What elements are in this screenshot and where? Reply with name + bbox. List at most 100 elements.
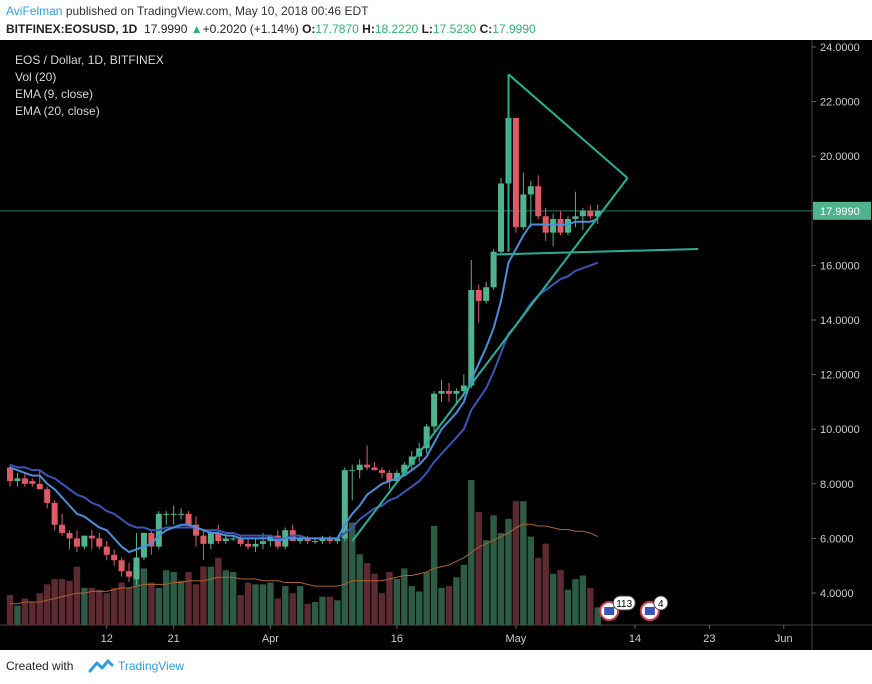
last-price-badge	[813, 201, 871, 220]
candle-body	[431, 393, 438, 427]
candle-body	[349, 470, 356, 472]
candle-body	[364, 464, 371, 468]
volume-bar	[460, 564, 468, 625]
trend-line-top	[507, 73, 629, 179]
candle-body	[230, 538, 237, 540]
volume-bar	[542, 543, 549, 625]
candle-body	[535, 186, 542, 217]
candle-body	[401, 464, 408, 473]
symbol-line: BITFINEX:EOSUSD, 1D 17.9990 ▲+0.2020 (+1…	[6, 22, 536, 36]
volume-bar	[423, 571, 430, 625]
volume-bar	[58, 579, 66, 625]
volume-bar	[572, 579, 579, 625]
candle-body	[44, 489, 51, 503]
candle-body	[490, 251, 497, 288]
volume-bar	[200, 566, 207, 625]
volume-bar	[386, 571, 393, 625]
high-label: H:	[362, 22, 375, 36]
volume-bar	[252, 584, 259, 625]
candle-body	[185, 513, 192, 525]
candle-body	[356, 464, 363, 471]
candle-body	[341, 470, 348, 539]
price-chart[interactable]: 24.000022.000020.000018.000016.000014.00…	[0, 40, 872, 650]
author-link[interactable]: AviFelman	[6, 4, 63, 18]
plot-background	[0, 40, 812, 625]
price-change: +0.2020 (+1.14%)	[202, 22, 299, 36]
volume-bar	[215, 557, 222, 625]
volume-bar	[497, 533, 505, 625]
price-tick-label: 6.0000	[820, 533, 854, 545]
volume-bar	[445, 586, 453, 625]
publish-line: AviFelman published on TradingView.com, …	[6, 4, 368, 18]
candle-body	[498, 183, 505, 252]
volume-bar	[416, 591, 423, 625]
candle-body	[259, 541, 266, 544]
price-tick-label: 20.0000	[820, 151, 860, 163]
candle-body	[371, 467, 378, 471]
candle-body	[565, 218, 571, 233]
volume-bar	[401, 568, 408, 625]
candle-body	[7, 467, 13, 482]
candle-body	[326, 538, 333, 542]
tradingview-brand[interactable]: TradingView	[118, 659, 185, 673]
volume-bar	[475, 511, 482, 625]
time-tick-label: 14	[629, 633, 641, 645]
candle-body	[59, 524, 66, 533]
chart-header: AviFelman published on TradingView.com, …	[0, 0, 872, 40]
volume-bar	[192, 584, 200, 625]
chart-area[interactable]: 24.000022.000020.000018.000016.000014.00…	[0, 40, 872, 650]
event-flag-field	[604, 607, 615, 615]
volume-bar	[453, 577, 460, 625]
support-line	[493, 248, 699, 256]
candle-body	[304, 538, 311, 542]
volume-bar	[14, 605, 21, 625]
volume-bar	[430, 525, 438, 625]
volume-bar	[527, 536, 534, 625]
candle-body	[520, 194, 527, 228]
candle-body	[423, 426, 430, 449]
time-tick-label: Apr	[262, 633, 279, 645]
legend-vol[interactable]: Vol (20)	[15, 70, 57, 84]
volume-bar	[334, 600, 341, 625]
candle-body	[140, 532, 147, 558]
candle-body	[438, 390, 445, 394]
candle-body	[483, 287, 490, 301]
candle-body	[475, 289, 482, 301]
candle-body	[386, 472, 393, 482]
volume-bar	[207, 566, 215, 625]
candle-body	[126, 571, 133, 577]
volume-bar	[341, 536, 348, 625]
volume-bar	[66, 580, 73, 625]
candle-body	[319, 538, 326, 542]
legend-title: EOS / Dollar, 1D, BITFINEX	[15, 53, 164, 67]
volume-bar	[296, 586, 304, 625]
candle-body	[178, 513, 185, 515]
candle-body	[587, 210, 594, 217]
event-count-label: 113	[616, 599, 632, 610]
candle-body	[29, 481, 36, 484]
volume-bar	[21, 598, 29, 625]
candle-body	[193, 524, 199, 536]
time-tick-label: May	[506, 633, 527, 645]
volume-bar	[482, 540, 490, 625]
volume-bar	[155, 587, 162, 625]
volume-bar	[304, 603, 311, 625]
volume-bar	[587, 587, 594, 625]
tradingview-logo-icon[interactable]	[88, 658, 114, 674]
volume-bar	[356, 554, 363, 625]
candle-body	[252, 543, 259, 547]
ema20-line	[9, 261, 599, 540]
time-tick-label: Jun	[775, 633, 793, 645]
volume-bar	[81, 587, 88, 625]
legend-ema20[interactable]: EMA (20, close)	[15, 104, 100, 118]
candle-body	[66, 532, 73, 539]
chart-legend: EOS / Dollar, 1D, BITFINEX Vol (20) EMA …	[15, 52, 164, 120]
volume-bar	[274, 598, 282, 625]
time-tick-label: 23	[703, 633, 715, 645]
price-tick-label: 12.0000	[820, 370, 860, 382]
volume-bar	[564, 589, 572, 625]
volume-bar	[110, 587, 118, 625]
volume-bar	[594, 607, 601, 625]
legend-ema9[interactable]: EMA (9, close)	[15, 87, 94, 101]
volume-bar	[535, 557, 542, 625]
